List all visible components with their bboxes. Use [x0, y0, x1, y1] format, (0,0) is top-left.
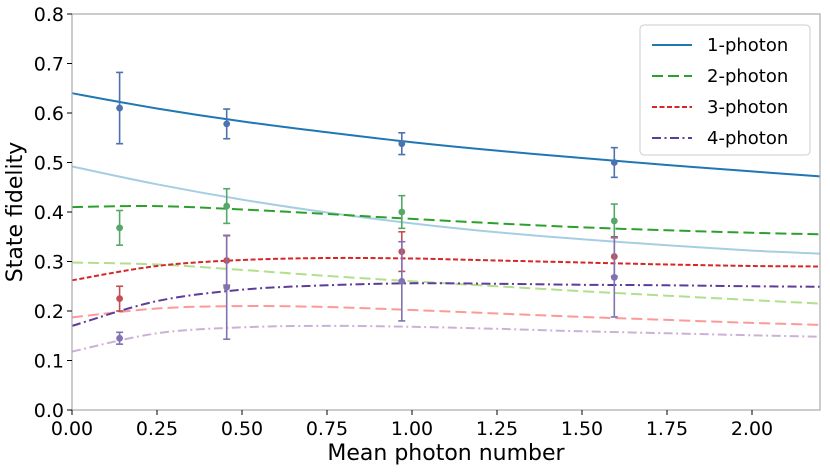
y-tick-label: 0.2 — [34, 301, 64, 323]
curve-4-photon-light — [71, 324, 821, 353]
curve-2-photon — [71, 204, 821, 236]
x-tick-label: 1.50 — [561, 418, 603, 440]
y-tick-label: 0.1 — [34, 351, 64, 373]
x-tick-label: 1.75 — [646, 418, 688, 440]
data-point-3-photon — [116, 295, 123, 303]
y-tick-label: 0.8 — [34, 4, 64, 26]
legend-label-2-photon: 2-photon — [707, 66, 788, 87]
y-tick-label: 0.4 — [34, 202, 64, 224]
curve-3-photon — [71, 256, 821, 282]
measured-points — [116, 71, 618, 345]
x-tick-label: 0.75 — [306, 418, 348, 440]
data-point-4-photon — [116, 334, 123, 342]
data-point-2-photon — [223, 202, 231, 210]
y-axis-ticks: 0.0 0.1 0.2 0.3 0.4 0.5 0.6 0.7 0.8 — [34, 4, 72, 422]
x-tick-label: 1.00 — [391, 418, 433, 440]
data-point-1-photon — [398, 140, 406, 148]
legend-label-4-photon: 4-photon — [707, 128, 788, 149]
data-point-4-photon — [610, 273, 618, 281]
data-point-1-photon — [223, 120, 231, 128]
legend-label-1-photon: 1-photon — [707, 35, 788, 56]
curve-1-photon — [71, 92, 821, 178]
x-tick-label: 2.00 — [731, 418, 773, 440]
curve-3-photon-light — [71, 305, 821, 326]
x-axis-ticks: 0.00 0.25 0.50 0.75 1.00 1.25 1.50 1.75 2.00 — [51, 410, 773, 440]
x-tick-label: 0.50 — [221, 418, 263, 440]
x-tick-label: 1.25 — [476, 418, 518, 440]
data-point-2-photon — [610, 217, 618, 225]
data-point-4-photon — [398, 277, 406, 285]
x-tick-label: 0.00 — [51, 418, 93, 440]
legend: 1-photon 2-photon 3-photon 4-photon — [639, 24, 811, 156]
y-tick-label: 0.0 — [34, 400, 64, 422]
curve-1-photon-light — [71, 165, 821, 255]
y-tick-label: 0.6 — [34, 103, 64, 125]
data-point-4-photon — [223, 283, 231, 291]
data-point-2-photon — [116, 224, 123, 232]
data-point-1-photon — [610, 159, 618, 166]
y-tick-label: 0.7 — [34, 54, 64, 76]
legend-box — [639, 24, 811, 156]
model-curves — [71, 92, 821, 327]
curve-4-photon — [71, 282, 821, 327]
y-tick-label: 0.5 — [34, 153, 64, 175]
y-tick-label: 0.3 — [34, 252, 64, 274]
data-point-2-photon — [398, 208, 406, 216]
data-point-1-photon — [116, 104, 123, 112]
x-tick-label: 0.25 — [136, 418, 178, 440]
y-axis-title: State fidelity — [3, 142, 28, 282]
legend-label-3-photon: 3-photon — [707, 97, 788, 118]
x-axis-title: Mean photon number — [327, 441, 565, 466]
